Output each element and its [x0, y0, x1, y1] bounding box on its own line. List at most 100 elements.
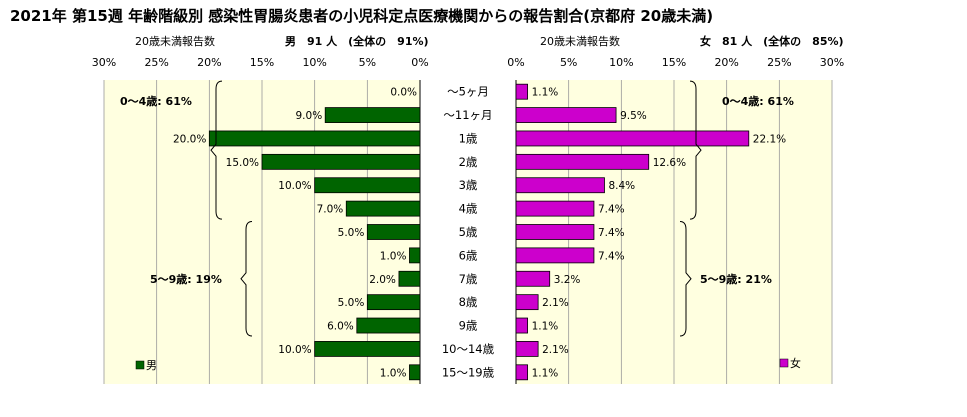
category-label: 6歳: [459, 248, 478, 262]
female-data-label: 7.4%: [598, 250, 625, 262]
male-header-label: 20歳未満報告数: [135, 35, 215, 48]
male-bar: [366, 294, 421, 311]
male-data-label: 7.0%: [317, 204, 344, 216]
female-legend-swatch: [779, 358, 789, 368]
female-tick-label: 30%: [820, 56, 844, 69]
female-data-label: 7.4%: [598, 204, 625, 216]
female-bar: [515, 317, 528, 334]
male-bar: [409, 364, 421, 381]
female-bar: [515, 294, 539, 311]
category-label: ～11ヶ月: [443, 108, 492, 122]
female-group-bracket: [689, 80, 702, 220]
female-panel: 0% 5% 10% 15% 20% 25% 30% 1.1% 9.5% 22.1% 12.6% 8.4…: [507, 56, 844, 384]
female-legend-label: 女: [790, 356, 801, 370]
category-label: 9歳: [459, 319, 478, 333]
male-data-label: 0.0%: [390, 87, 417, 99]
female-bar: [515, 247, 595, 264]
male-bar: [409, 247, 421, 264]
male-tick-label: 20%: [197, 56, 221, 69]
male-tick-label: 25%: [144, 56, 168, 69]
male-bar: [398, 270, 421, 287]
male-group-bracket: [240, 220, 253, 337]
male-legend-swatch: [135, 360, 145, 370]
female-bar: [515, 177, 605, 194]
female-tick-label: 15%: [662, 56, 686, 69]
male-data-label: 9.0%: [296, 110, 323, 122]
female-data-label: 1.1%: [532, 321, 559, 333]
male-data-label: 20.0%: [173, 133, 206, 145]
category-label: 4歳: [459, 202, 478, 216]
male-data-label: 15.0%: [226, 157, 259, 169]
male-group-label: 0～4歳: 61%: [120, 94, 192, 108]
female-tick-label: 5%: [560, 56, 577, 69]
male-data-label: 5.0%: [338, 297, 365, 309]
female-tick-label: 10%: [609, 56, 633, 69]
female-group-bracket: [679, 220, 692, 337]
male-bar: [324, 107, 421, 123]
male-bar: [366, 224, 421, 240]
category-label: 1歳: [459, 131, 478, 145]
female-bar: [515, 153, 650, 170]
category-label: 15～19歳: [442, 365, 495, 379]
category-axis: ～5ヶ月 ～11ヶ月 1歳 2歳 3歳 4歳 5歳 6歳 7歳 8歳 9歳 10～14歳 15～19歳: [442, 85, 495, 380]
female-bar: [515, 83, 528, 100]
female-data-label: 2.1%: [542, 297, 569, 309]
male-bar: [345, 200, 421, 217]
female-data-label: 1.1%: [532, 367, 559, 379]
female-data-label: 22.1%: [753, 133, 786, 145]
female-bar: [515, 364, 528, 381]
female-group-label: 5～9歳: 21%: [700, 272, 772, 286]
female-data-label: 7.4%: [598, 227, 625, 239]
male-tick-label: 10%: [302, 56, 326, 69]
female-data-label: 8.4%: [608, 180, 635, 192]
male-tick-label: 5%: [359, 56, 376, 69]
female-bar: [515, 107, 617, 123]
female-bar: [515, 224, 595, 240]
male-data-label: 6.0%: [327, 321, 354, 333]
category-label: 3歳: [459, 178, 478, 192]
female-data-label: 1.1%: [532, 87, 559, 99]
male-tick-label: 15%: [250, 56, 274, 69]
male-data-label: 1.0%: [380, 367, 407, 379]
female-tick-label: 0%: [507, 56, 524, 69]
male-panel: 0% 5% 10% 15% 20% 25% 30% 0.0% 9.0% 20.0% 15.0% 10.…: [92, 56, 429, 384]
female-legend: 女: [779, 356, 801, 370]
male-group-label: 5～9歳: 19%: [150, 272, 222, 286]
chart-title: 2021年 第15週 年齢階級別 感染性胃腸炎患者の小児科定点医療機関からの報告…: [10, 7, 713, 25]
category-label: 10～14歳: [442, 342, 495, 356]
female-group-label: 0～4歳: 61%: [722, 94, 794, 108]
male-legend: 男: [135, 359, 157, 372]
female-bar: [515, 341, 539, 357]
category-label: 7歳: [459, 272, 478, 286]
male-data-label: 10.0%: [278, 180, 311, 192]
male-data-label: 2.0%: [369, 274, 396, 286]
female-header-label: 20歳未満報告数: [540, 35, 620, 48]
male-data-label: 10.0%: [278, 344, 311, 356]
female-data-label: 9.5%: [620, 110, 647, 122]
female-bar: [515, 200, 595, 217]
male-data-label: 1.0%: [380, 250, 407, 262]
female-data-label: 12.6%: [653, 157, 686, 169]
female-tick-label: 25%: [767, 56, 791, 69]
male-bar: [314, 341, 421, 357]
male-tick-label: 0%: [411, 56, 428, 69]
female-tick-label: 20%: [714, 56, 738, 69]
male-header-text: 男 91 人 (全体の 91%): [285, 34, 429, 48]
male-bar: [261, 153, 421, 170]
category-label: 8歳: [459, 295, 478, 309]
male-tick-label: 30%: [92, 56, 116, 69]
category-label: 2歳: [459, 155, 478, 169]
male-legend-label: 男: [146, 359, 157, 372]
female-header-text: 女 81 人 (全体の 85%): [700, 34, 844, 48]
female-data-label: 2.1%: [542, 344, 569, 356]
female-bar: [515, 270, 551, 287]
female-bar: [515, 130, 750, 147]
male-group-bracket: [210, 80, 223, 220]
male-data-label: 5.0%: [338, 227, 365, 239]
male-bar: [208, 130, 421, 147]
category-label: 5歳: [459, 225, 478, 239]
male-bar: [314, 177, 421, 194]
male-bar: [356, 317, 421, 334]
female-data-label: 3.2%: [554, 274, 581, 286]
